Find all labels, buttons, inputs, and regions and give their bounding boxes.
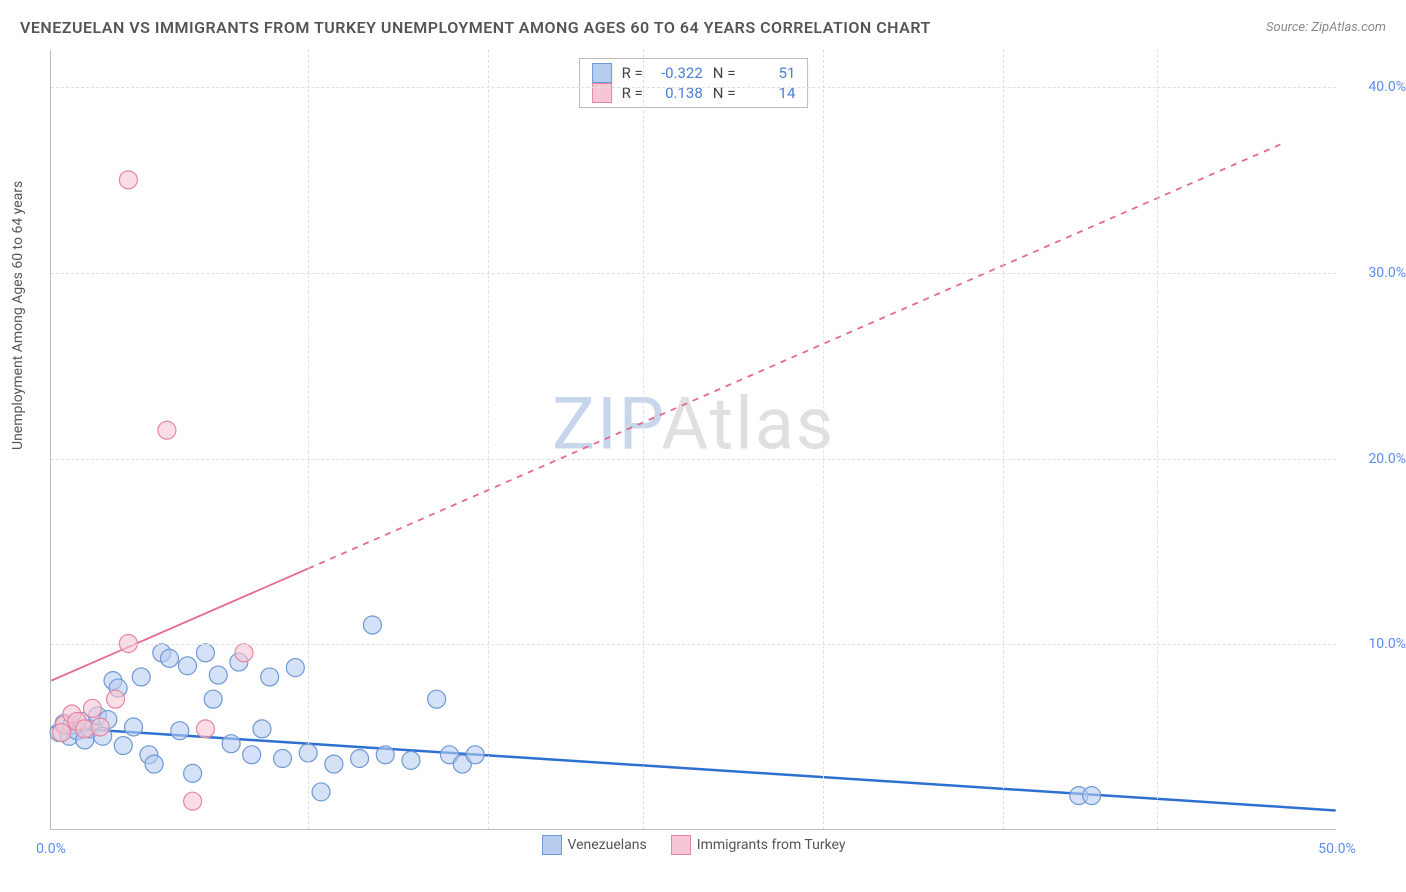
title-bar: VENEZUELAN VS IMMIGRANTS FROM TURKEY UNE… xyxy=(20,18,1386,37)
x-tick-label: 0.0% xyxy=(36,841,66,857)
stat-row-turkey: R = 0.138 N = 14 xyxy=(592,83,796,103)
source-label: Source: ZipAtlas.com xyxy=(1266,20,1386,35)
y-tick-label: 20.0% xyxy=(1346,451,1406,467)
chart-plot-area: ZIPAtlas R = -0.322 N = 51 R = 0.138 N =… xyxy=(50,50,1336,830)
r-label: R = xyxy=(622,64,643,82)
legend-label-venezuelans: Venezuelans xyxy=(567,837,646,853)
grid-line-h xyxy=(51,644,1336,645)
grid-line-h xyxy=(51,273,1336,274)
grid-line-v xyxy=(643,50,644,829)
grid-line-v xyxy=(1157,50,1158,829)
grid-line-h xyxy=(51,459,1336,460)
y-tick-label: 30.0% xyxy=(1346,265,1406,281)
swatch-turkey xyxy=(592,83,612,103)
legend-item-turkey: Immigrants from Turkey xyxy=(671,835,846,855)
y-tick-label: 40.0% xyxy=(1346,79,1406,95)
r-value-venezuelans: -0.322 xyxy=(653,64,703,82)
legend-label-turkey: Immigrants from Turkey xyxy=(697,837,846,853)
y-tick-label: 10.0% xyxy=(1346,636,1406,652)
n-label: N = xyxy=(713,64,736,82)
grid-line-v xyxy=(308,50,309,829)
grid-line-v xyxy=(488,50,489,829)
grid-line-h xyxy=(51,87,1336,88)
chart-title: VENEZUELAN VS IMMIGRANTS FROM TURKEY UNE… xyxy=(20,18,931,37)
scatter-svg xyxy=(51,50,1336,829)
legend-swatch-venezuelans xyxy=(541,835,561,855)
grid-line-v xyxy=(823,50,824,829)
correlation-stat-box: R = -0.322 N = 51 R = 0.138 N = 14 xyxy=(579,58,809,108)
swatch-venezuelans xyxy=(592,63,612,83)
legend: Venezuelans Immigrants from Turkey xyxy=(541,835,845,855)
x-tick-label: 50.0% xyxy=(1318,841,1356,857)
stat-row-venezuelans: R = -0.322 N = 51 xyxy=(592,63,796,83)
legend-item-venezuelans: Venezuelans xyxy=(541,835,646,855)
legend-swatch-turkey xyxy=(671,835,691,855)
y-axis-label: Unemployment Among Ages 60 to 64 years xyxy=(10,181,26,450)
n-value-venezuelans: 51 xyxy=(745,64,795,82)
grid-line-v xyxy=(1003,50,1004,829)
